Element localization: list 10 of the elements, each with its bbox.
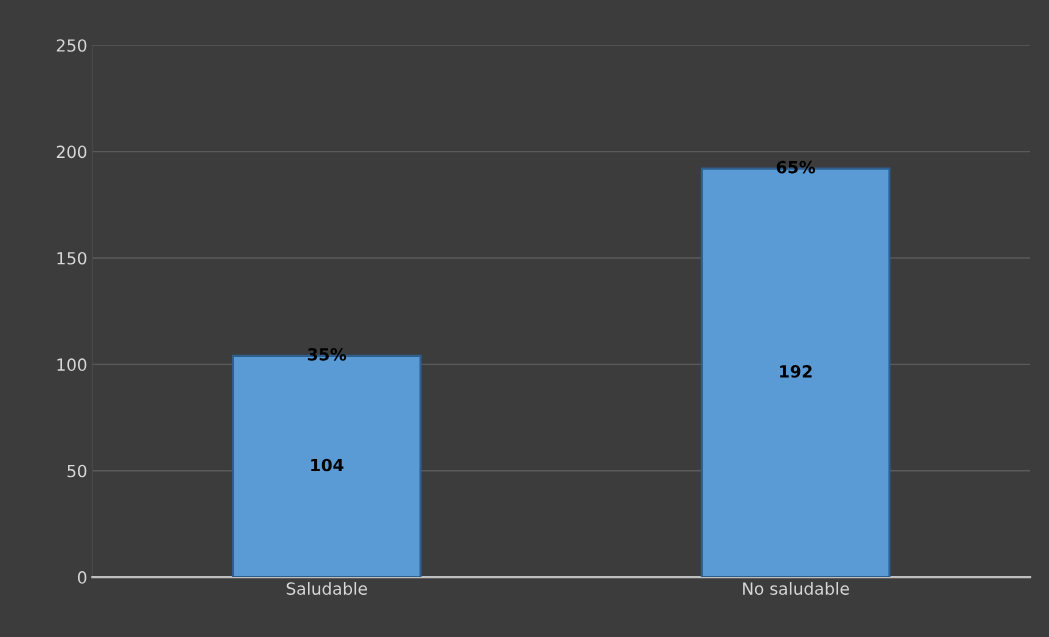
- y-tick-label: 250: [56, 39, 87, 52]
- x-tick-label: No saludable: [743, 581, 849, 595]
- y-tick-label: 150: [57, 251, 87, 265]
- y-tick-label: 100: [57, 358, 87, 371]
- y-tick-label: 200: [56, 145, 87, 159]
- data-label: 104: [311, 458, 344, 472]
- y-tick-label: 50: [67, 464, 87, 478]
- y-tick-label: 0: [77, 571, 87, 584]
- x-tick-label: Saludable: [286, 581, 367, 595]
- data-label: 192: [780, 365, 812, 378]
